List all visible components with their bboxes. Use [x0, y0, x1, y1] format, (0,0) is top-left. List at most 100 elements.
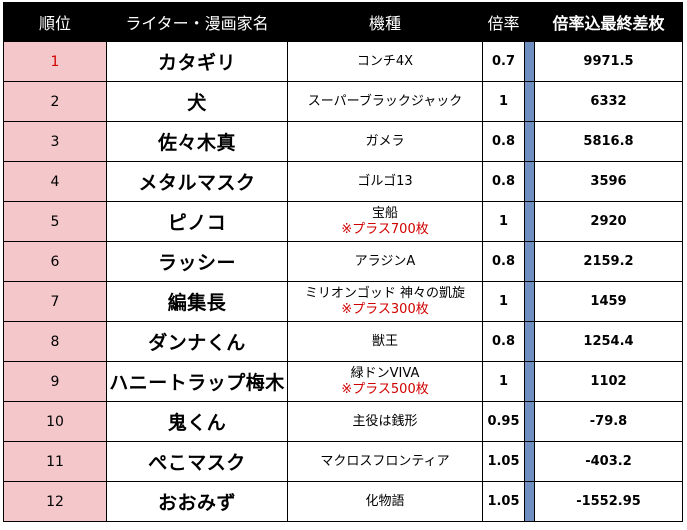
final-diff-cell: 2159.2	[534, 241, 683, 282]
rate-cell: 1.05	[482, 481, 525, 522]
machine-name: アラジンA	[354, 253, 416, 269]
final-diff-cell: 1254.4	[534, 321, 683, 362]
final-diff-cell: -1552.95	[534, 481, 683, 522]
writer-name: ぺこマスク	[106, 441, 288, 482]
divider-bar	[524, 241, 535, 282]
table-row: 3 佐々木真 ガメラ 0.8 5816.8	[3, 121, 683, 162]
divider-bar	[524, 121, 535, 162]
table-row: 2 犬 スーパーブラックジャック 1 6332	[3, 81, 683, 122]
writer-name: 佐々木真	[106, 121, 288, 162]
writer-name: 編集長	[106, 281, 288, 322]
table-row: 12 おおみず 化物語 1.05 -1552.95	[3, 481, 683, 522]
writer-name: ハニートラップ梅木	[106, 361, 288, 402]
ranking-body: 1 カタギリ コンチ4X 0.7 9971.5 2 犬スーパーブラックジャック 1 6332 3 佐…	[3, 41, 683, 522]
machine-name: ゴルゴ13	[357, 173, 413, 189]
rank-cell: 2	[3, 81, 107, 122]
divider-bar	[524, 281, 535, 322]
table-row: 9 ハニートラップ梅木 緑ドンVIVA ※プラス500枚 1 1102	[3, 361, 683, 402]
machine-cell: アラジンA	[287, 241, 483, 282]
divider-bar	[524, 201, 535, 242]
rate-cell: 0.7	[482, 41, 525, 82]
machine-cell: ゴルゴ13	[287, 161, 483, 202]
machine-name: 緑ドンVIVA	[350, 365, 420, 381]
rate-cell: 1	[482, 81, 525, 122]
machine-name: ガメラ	[365, 133, 405, 149]
table-row: 11 ぺこマスク マクロスフロンティア 1.05 -403.2	[3, 441, 683, 482]
divider-bar	[524, 401, 535, 442]
header-total: 倍率込最終差枚	[534, 2, 683, 42]
rate-cell: 1	[482, 361, 525, 402]
header-rate: 倍率	[482, 2, 525, 42]
rate-cell: 1	[482, 201, 525, 242]
rank-cell: 10	[3, 401, 107, 442]
machine-cell: コンチ4X	[287, 41, 483, 82]
table-row: 5 ピノコ 宝船 ※プラス700枚 1 2920	[3, 201, 683, 242]
bonus-note: ※プラス700枚	[341, 221, 429, 237]
rate-cell: 0.95	[482, 401, 525, 442]
divider-bar	[524, 441, 535, 482]
divider-bar	[524, 81, 535, 122]
final-diff-cell: 1102	[534, 361, 683, 402]
table-row: 8 ダンナくん 獣王 0.8 1254.4	[3, 321, 683, 362]
rank-cell: 4	[3, 161, 107, 202]
rate-cell: 1	[482, 281, 525, 322]
machine-name: マクロスフロンティア	[320, 453, 450, 469]
header-row: 順位 ライター・漫画家名 機種 倍率 倍率込最終差枚	[3, 2, 683, 42]
header-name: ライター・漫画家名	[106, 2, 288, 42]
ranking-table: 順位 ライター・漫画家名 機種 倍率 倍率込最終差枚 1 カタギリ コンチ4X 0.7…	[3, 2, 683, 522]
machine-cell: 化物語	[287, 481, 483, 522]
divider-bar	[524, 41, 535, 82]
machine-cell: 宝船 ※プラス700枚	[287, 201, 483, 242]
header-divider	[524, 2, 535, 42]
table-row: 7 編集長 ミリオンゴッド 神々の凱旋 ※プラス300枚 1 1459	[3, 281, 683, 322]
machine-cell: スーパーブラックジャック	[287, 81, 483, 122]
machine-name: 化物語	[365, 493, 405, 509]
final-diff-cell: 5816.8	[534, 121, 683, 162]
rank-cell: 12	[3, 481, 107, 522]
machine-name: スーパーブラックジャック	[307, 93, 463, 109]
rank-cell: 8	[3, 321, 107, 362]
final-diff-cell: 1459	[534, 281, 683, 322]
writer-name: おおみず	[106, 481, 288, 522]
bonus-note: ※プラス500枚	[341, 381, 429, 397]
final-diff-cell: 6332	[534, 81, 683, 122]
rank-cell: 5	[3, 201, 107, 242]
writer-name: メタルマスク	[106, 161, 288, 202]
machine-name: コンチ4X	[356, 53, 414, 69]
writer-name: ピノコ	[106, 201, 288, 242]
rank-cell: 6	[3, 241, 107, 282]
divider-bar	[524, 481, 535, 522]
table-row: 10 鬼くん 主役は銭形 0.95 -79.8	[3, 401, 683, 442]
table-row: 1 カタギリ コンチ4X 0.7 9971.5	[3, 41, 683, 82]
machine-cell: 緑ドンVIVA ※プラス500枚	[287, 361, 483, 402]
rate-cell: 0.8	[482, 241, 525, 282]
machine-name: ミリオンゴッド 神々の凱旋	[304, 285, 466, 301]
rank-cell: 11	[3, 441, 107, 482]
final-diff-cell: 9971.5	[534, 41, 683, 82]
rank-cell: 7	[3, 281, 107, 322]
rank-cell: 3	[3, 121, 107, 162]
final-diff-cell: 2920	[534, 201, 683, 242]
machine-cell: 主役は銭形	[287, 401, 483, 442]
writer-name: 犬	[106, 81, 288, 122]
rate-cell: 0.8	[482, 161, 525, 202]
final-diff-cell: -79.8	[534, 401, 683, 442]
writer-name: 鬼くん	[106, 401, 288, 442]
divider-bar	[524, 321, 535, 362]
machine-name: 主役は銭形	[352, 413, 418, 429]
rate-cell: 1.05	[482, 441, 525, 482]
header-rank: 順位	[3, 2, 107, 42]
rank-cell: 1	[3, 41, 107, 82]
writer-name: ラッシー	[106, 241, 288, 282]
divider-bar	[524, 361, 535, 402]
machine-name: 獣王	[371, 333, 398, 349]
machine-name: 宝船	[371, 205, 398, 221]
machine-cell: ミリオンゴッド 神々の凱旋 ※プラス300枚	[287, 281, 483, 322]
rate-cell: 0.8	[482, 121, 525, 162]
bonus-note: ※プラス300枚	[341, 301, 429, 317]
machine-cell: ガメラ	[287, 121, 483, 162]
writer-name: ダンナくん	[106, 321, 288, 362]
final-diff-cell: -403.2	[534, 441, 683, 482]
divider-bar	[524, 161, 535, 202]
header-model: 機種	[287, 2, 483, 42]
